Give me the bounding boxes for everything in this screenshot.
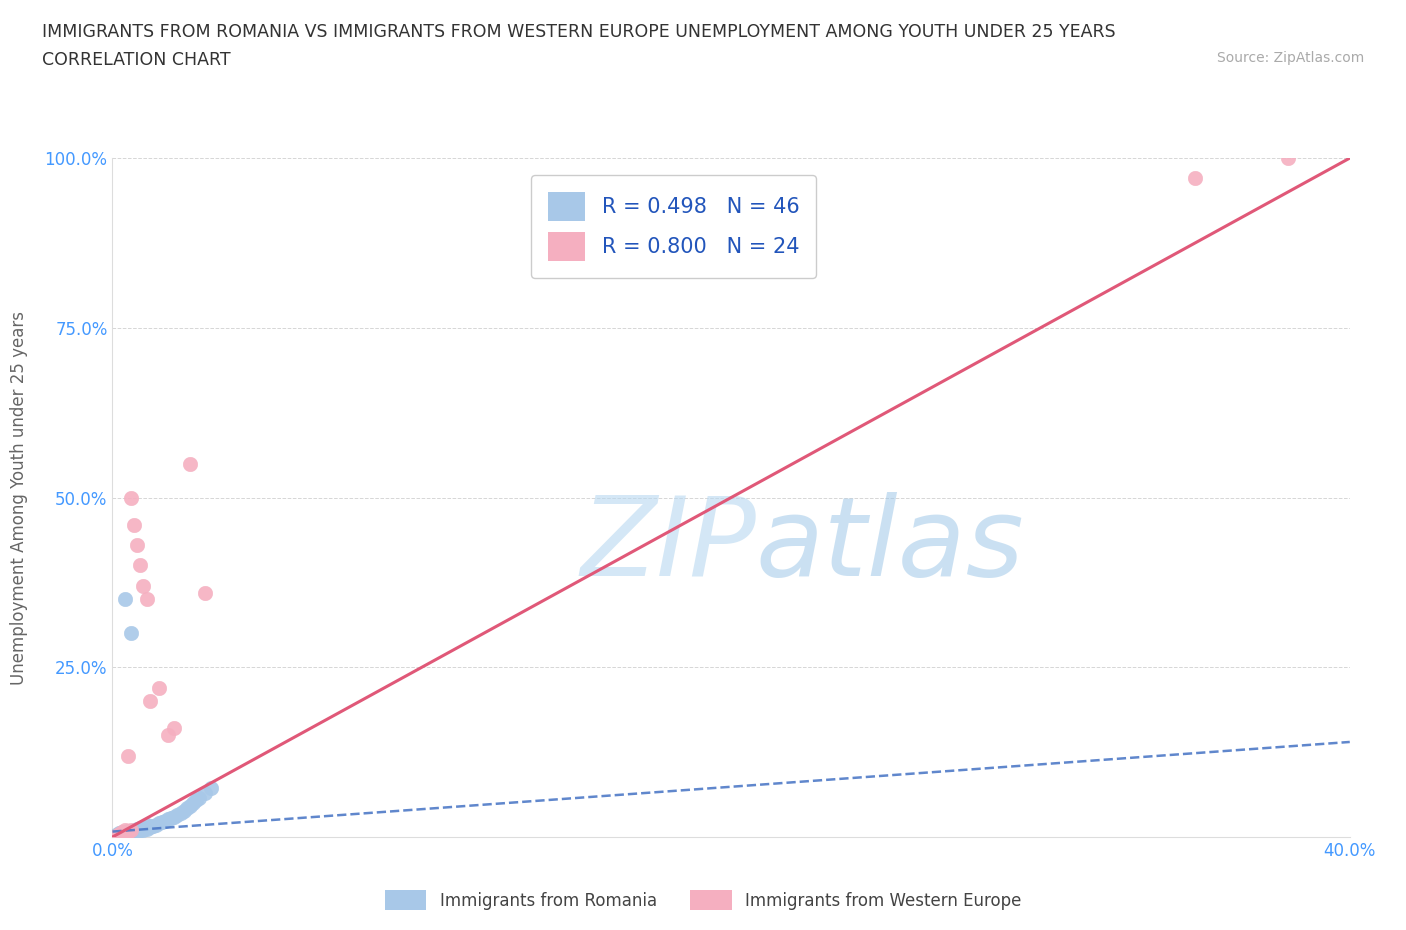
Point <box>173 804 195 818</box>
Point <box>120 490 142 505</box>
Legend: Immigrants from Romania, Immigrants from Western Europe: Immigrants from Romania, Immigrants from… <box>378 884 1028 917</box>
Point <box>157 727 180 742</box>
Point <box>114 823 136 838</box>
Point <box>114 592 136 607</box>
Point <box>120 626 142 641</box>
Point <box>160 811 183 826</box>
Point <box>138 820 160 835</box>
Point <box>157 812 180 827</box>
Point <box>122 823 145 838</box>
Point <box>135 818 157 833</box>
Point <box>114 826 136 841</box>
Point <box>127 538 149 552</box>
Point <box>142 818 165 833</box>
Point <box>163 721 186 736</box>
Point <box>117 823 139 838</box>
Point <box>127 821 149 836</box>
Y-axis label: Unemployment Among Youth under 25 years: Unemployment Among Youth under 25 years <box>10 311 28 684</box>
Point <box>166 807 188 822</box>
Point <box>145 817 167 832</box>
Point <box>120 824 142 839</box>
Point <box>169 805 191 820</box>
Point <box>1184 171 1206 186</box>
Point <box>129 823 152 838</box>
Point <box>122 825 145 840</box>
Point <box>111 828 134 843</box>
Point <box>120 826 142 841</box>
Point <box>148 680 170 695</box>
Text: atlas: atlas <box>756 492 1025 599</box>
Point <box>163 809 186 824</box>
Point <box>135 592 157 607</box>
Point <box>148 816 170 830</box>
Point <box>179 457 201 472</box>
Point <box>117 748 139 763</box>
Point <box>111 825 134 840</box>
Point <box>200 780 222 795</box>
Point <box>117 825 139 840</box>
Point <box>176 801 198 816</box>
Point <box>150 815 173 830</box>
Point <box>129 558 152 573</box>
Point <box>117 824 139 839</box>
Legend: R = 0.498   N = 46, R = 0.800   N = 24: R = 0.498 N = 46, R = 0.800 N = 24 <box>531 176 817 278</box>
Point <box>114 826 136 841</box>
Text: CORRELATION CHART: CORRELATION CHART <box>42 51 231 69</box>
Text: ZIP: ZIP <box>581 492 756 599</box>
Point <box>132 822 155 837</box>
Point <box>114 827 136 842</box>
Point <box>132 819 155 834</box>
Point <box>107 827 129 842</box>
Point <box>120 823 142 838</box>
Text: Source: ZipAtlas.com: Source: ZipAtlas.com <box>1216 51 1364 65</box>
Point <box>127 824 149 839</box>
Point <box>104 829 127 844</box>
Point <box>138 694 160 709</box>
Point <box>179 798 201 813</box>
Point <box>107 829 129 844</box>
Point <box>184 793 207 808</box>
Point <box>129 821 152 836</box>
Point <box>111 824 134 839</box>
Point <box>107 826 129 841</box>
Point <box>132 578 155 593</box>
Point <box>104 829 127 844</box>
Point <box>107 826 129 841</box>
Point <box>111 827 134 842</box>
Point <box>122 517 145 532</box>
Point <box>104 828 127 843</box>
Text: IMMIGRANTS FROM ROMANIA VS IMMIGRANTS FROM WESTERN EUROPE UNEMPLOYMENT AMONG YOU: IMMIGRANTS FROM ROMANIA VS IMMIGRANTS FR… <box>42 23 1116 41</box>
Point <box>194 585 217 600</box>
Point <box>135 821 157 836</box>
Point <box>194 786 217 801</box>
Point <box>181 796 204 811</box>
Point <box>188 790 211 805</box>
Point <box>111 826 134 841</box>
Point <box>107 829 129 844</box>
Point <box>1277 151 1299 166</box>
Point <box>153 813 176 828</box>
Point <box>117 826 139 841</box>
